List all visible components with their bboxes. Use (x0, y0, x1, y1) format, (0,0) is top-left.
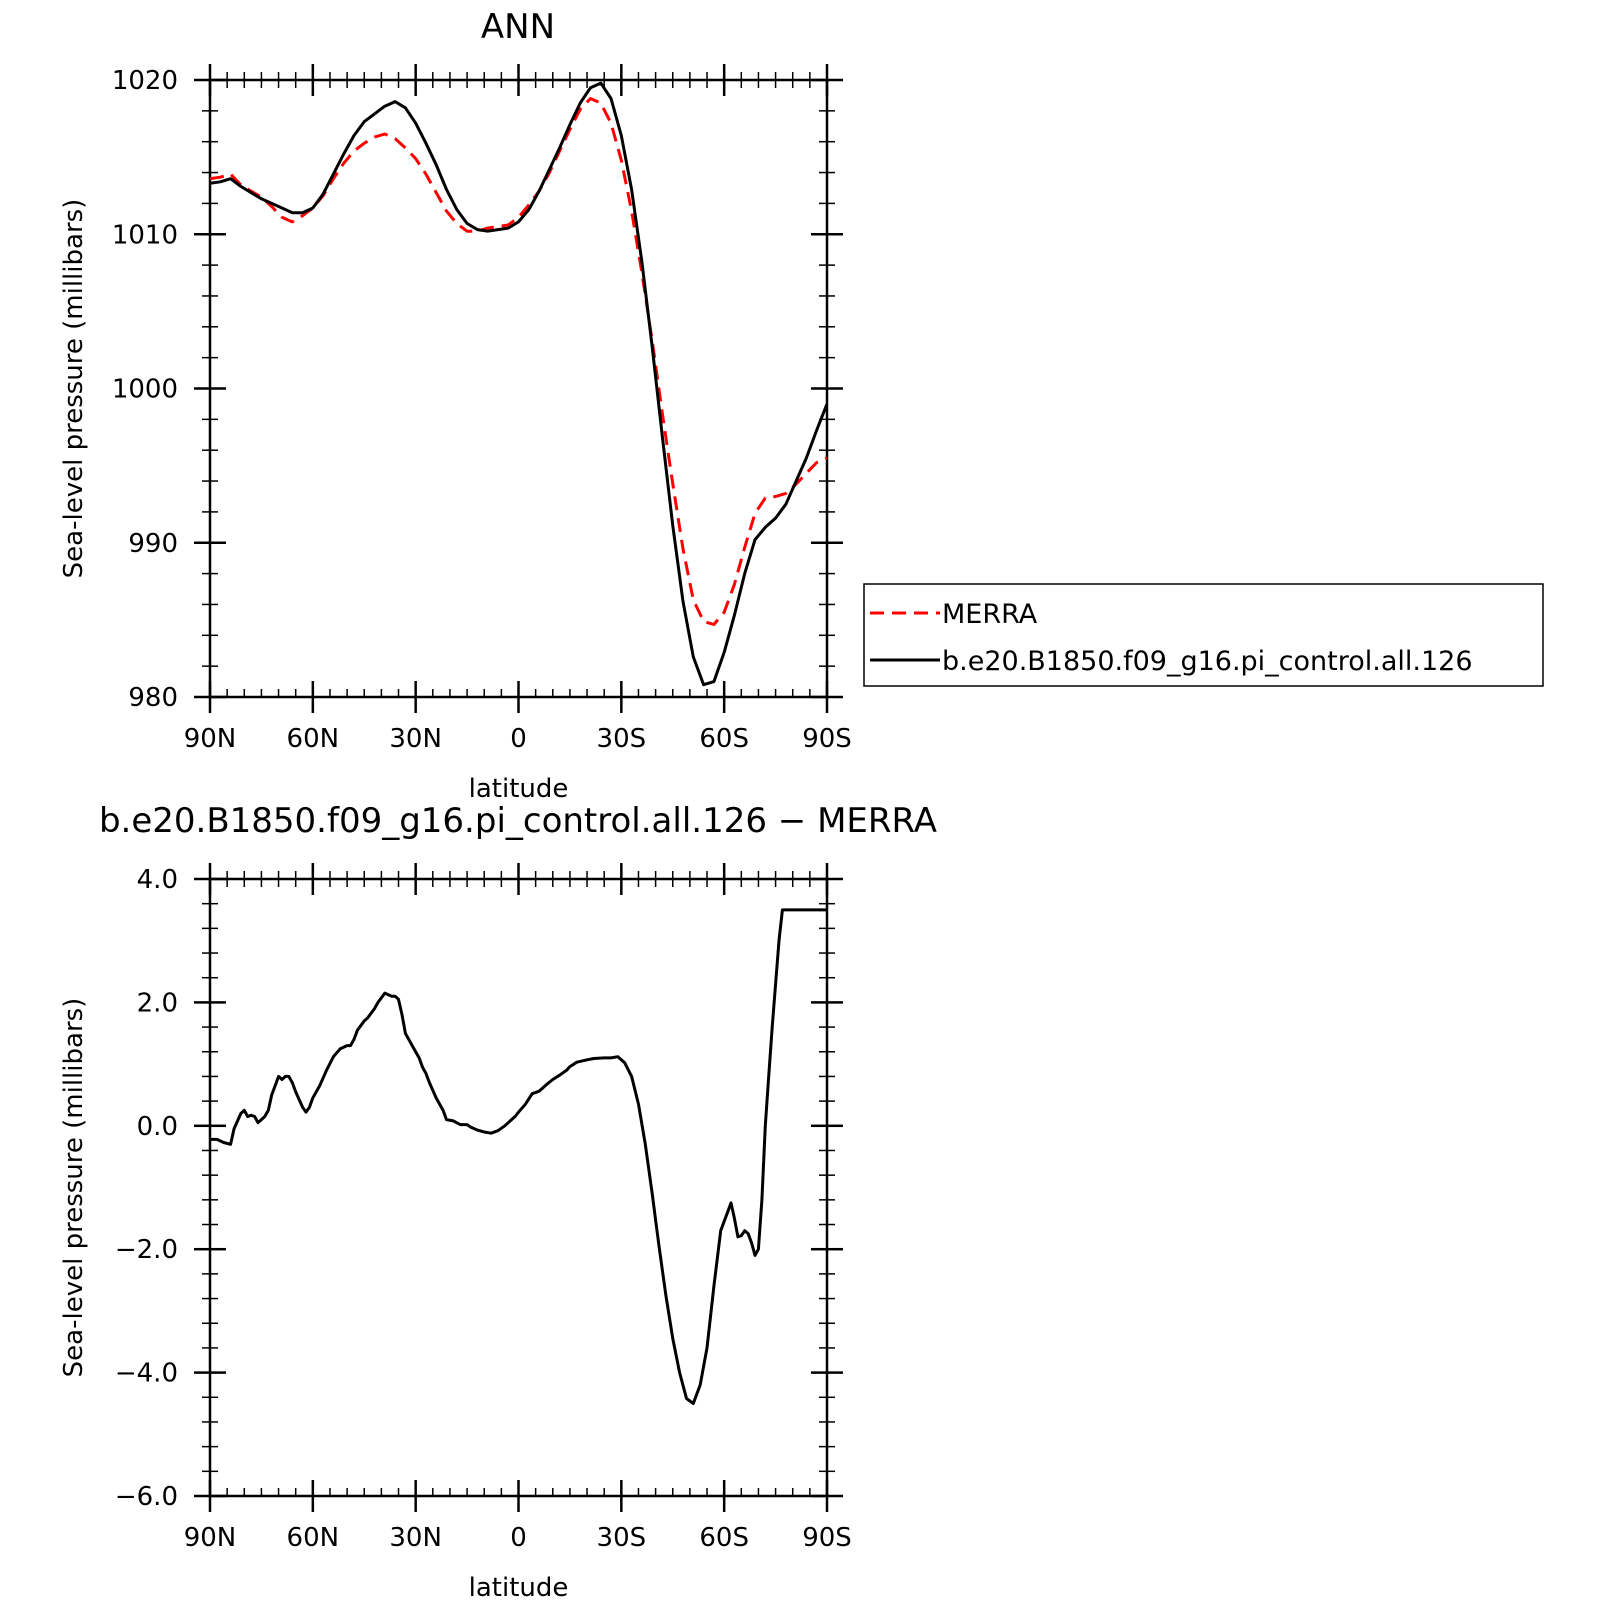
x-tick-label: 30S (597, 1523, 647, 1553)
y-tick-label: −2.0 (115, 1235, 178, 1265)
y-tick-label: 980 (128, 683, 178, 713)
y-tick-label: 2.0 (137, 988, 178, 1018)
y-tick-label: 4.0 (137, 865, 178, 895)
x-tick-label: 90S (802, 724, 852, 754)
series-line-merra (210, 97, 827, 626)
y-axis-label: Sea-level pressure (millibars) (59, 199, 89, 579)
y-tick-label: 1010 (112, 220, 178, 250)
x-axis-label: latitude (469, 1573, 569, 1602)
y-axis-label: Sea-level pressure (millibars) (59, 998, 89, 1378)
y-tick-label: −4.0 (115, 1359, 178, 1389)
x-tick-label: 0 (510, 1523, 527, 1553)
x-tick-label: 60S (699, 724, 749, 754)
x-tick-label: 90S (802, 1523, 852, 1553)
x-tick-label: 60S (699, 1523, 749, 1553)
chart-panel-1: ANN 90N 60N 30N 0 30S 60S 90S 980 990 1000 1010 1020… (59, 7, 1544, 804)
plot-frame (208, 877, 829, 1498)
plot-frame (208, 78, 829, 699)
chart-title: b.e20.B1850.f09_g16.pi_control.all.126 −… (99, 801, 937, 841)
x-tick-label: 60N (287, 724, 340, 754)
chart-title: ANN (481, 7, 555, 47)
chart-panel-2: b.e20.B1850.f09_g16.pi_control.all.126 −… (59, 801, 937, 1602)
x-tick-label: 90N (184, 1523, 237, 1553)
y-tick-label: −6.0 (115, 1482, 178, 1512)
x-tick-label: 30N (389, 724, 442, 754)
y-tick-label: 1020 (112, 66, 178, 96)
x-tick-label: 90N (184, 724, 237, 754)
y-tick-label: 990 (128, 529, 178, 559)
y-tick-label: 0.0 (137, 1112, 178, 1142)
legend-box (863, 583, 1544, 687)
legend-label: MERRA (942, 599, 1038, 630)
y-tick-label: 1000 (112, 375, 178, 405)
x-tick-label: 60N (287, 1523, 340, 1553)
series-line-b-e20-b1850-f09-g16-pi-control-all-126 (210, 81, 827, 687)
x-tick-label: 30S (597, 724, 647, 754)
series-line-difference (210, 908, 827, 1405)
legend-label: b.e20.B1850.f09_g16.pi_control.all.126 (942, 646, 1473, 677)
x-tick-label: 30N (389, 1523, 442, 1553)
x-tick-label: 0 (510, 724, 527, 754)
x-axis-label: latitude (469, 774, 569, 804)
